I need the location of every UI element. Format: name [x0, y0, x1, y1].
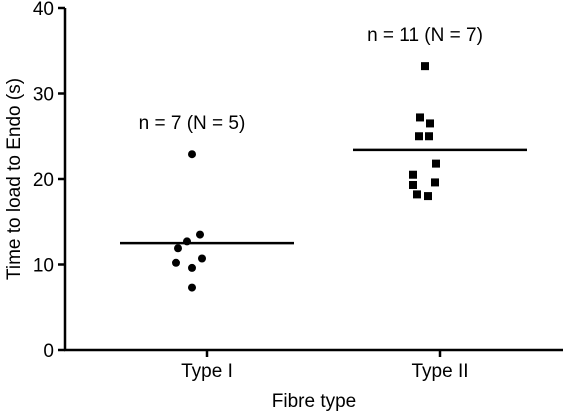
series-type-i: n = 7 (N = 5) [120, 113, 294, 292]
sample-size-annotation: n = 11 (N = 7) [367, 25, 483, 46]
x-tick-label: Type I [181, 361, 233, 382]
data-point [432, 159, 440, 168]
sample-size-annotation: n = 7 (N = 5) [139, 113, 246, 134]
y-tick-label: 10 [33, 256, 54, 277]
data-point [409, 170, 417, 179]
data-point [198, 254, 206, 263]
y-ticks: 0 10 20 30 40 [33, 0, 65, 362]
data-point [409, 180, 417, 189]
y-tick-label: 40 [33, 0, 54, 20]
data-point [421, 62, 429, 71]
x-axis: Type I Type II [64, 348, 563, 382]
y-tick-label: 0 [43, 341, 54, 362]
y-tick-label: 20 [33, 170, 54, 191]
data-point [188, 263, 196, 272]
y-tick-label: 30 [33, 85, 54, 106]
data-point [415, 132, 423, 141]
x-axis-title: Fibre type [272, 391, 356, 412]
data-point [425, 132, 433, 141]
data-point [426, 119, 434, 128]
data-point [416, 113, 424, 122]
data-point [174, 244, 182, 253]
data-marks: n = 7 (N = 5) n = 11 (N = 7) [120, 25, 527, 292]
x-ticks: Type I Type II [181, 350, 469, 382]
data-point [431, 178, 439, 187]
data-point [188, 283, 196, 292]
y-axis: 0 10 20 30 40 [33, 0, 67, 362]
data-point [188, 150, 196, 159]
data-point [413, 190, 421, 199]
y-axis-title: Time to load to Endo (s) [4, 78, 25, 280]
data-point [424, 192, 432, 201]
data-point [172, 258, 180, 267]
series-type-ii: n = 11 (N = 7) [353, 25, 527, 201]
x-tick-label: Type II [411, 361, 468, 382]
data-point [196, 230, 204, 239]
